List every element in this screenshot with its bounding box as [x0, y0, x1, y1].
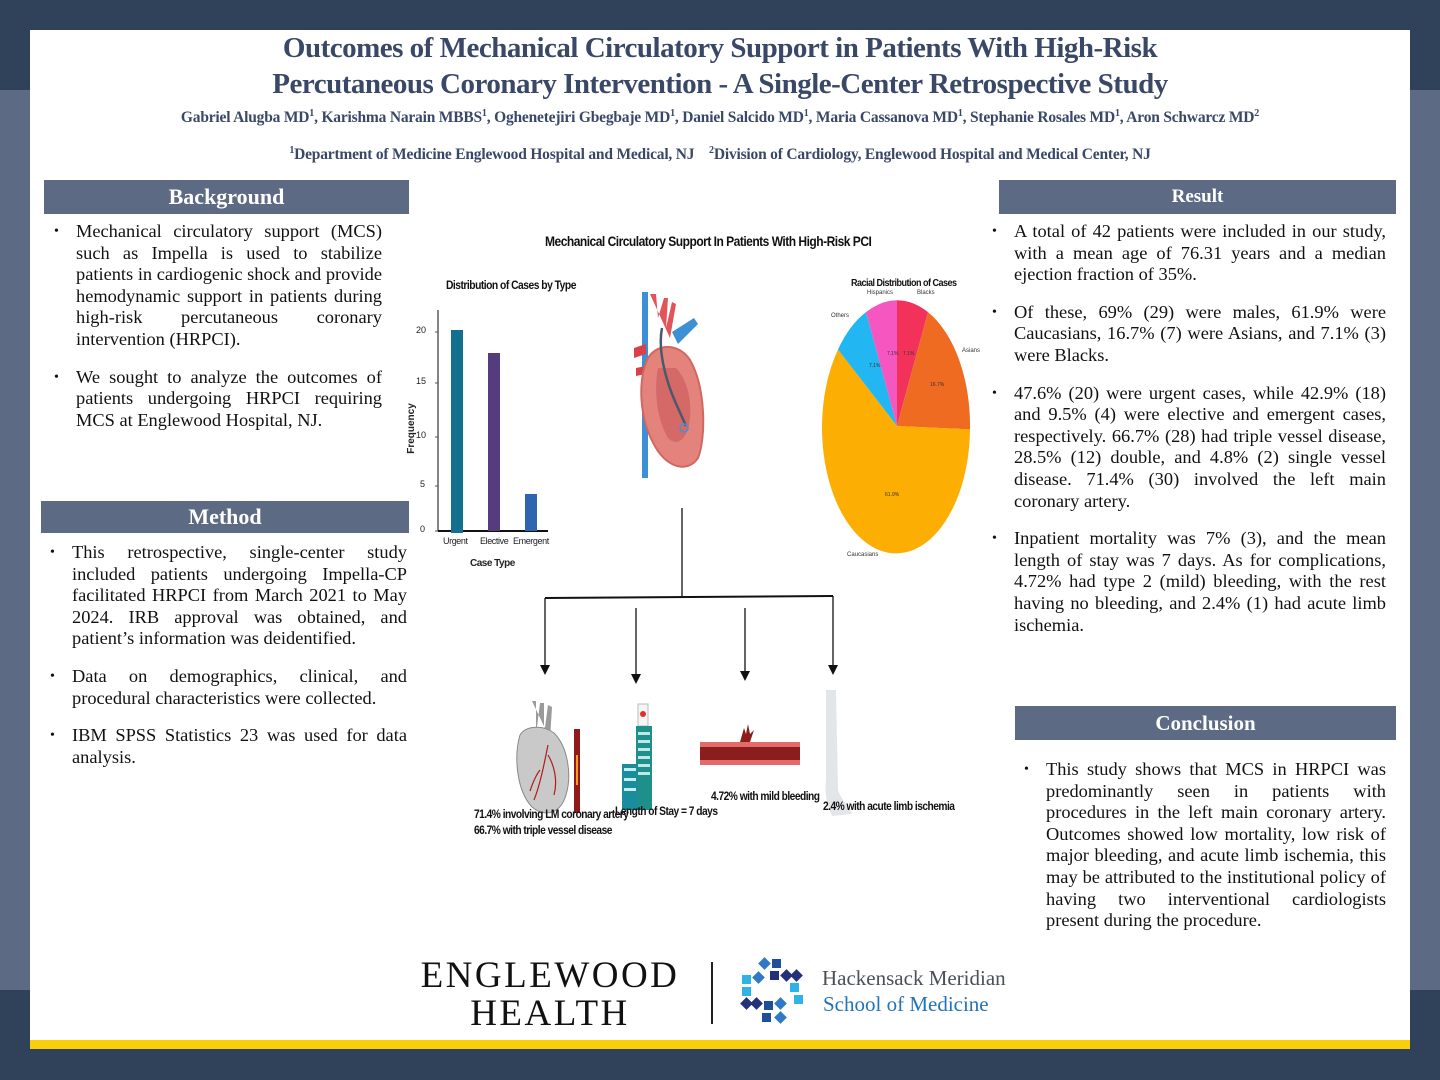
outcome-caption-bleeding: 4.72% with mild bleeding	[711, 789, 820, 803]
affiliation: 1Department of Medicine Englewood Hospit…	[289, 145, 695, 164]
bleeding-vessel-icon	[700, 724, 800, 765]
author: Maria Cassanova MD1	[815, 108, 963, 127]
heart-coronary-icon	[516, 701, 580, 814]
affiliations: 1Department of Medicine Englewood Hospit…	[30, 145, 1410, 164]
y-tick: 20	[416, 325, 427, 335]
result-heading: Result	[999, 180, 1396, 214]
result-section: A total of 42 patients were included in …	[982, 221, 1386, 652]
background-bullet: Mechanical circulatory support (MCS) suc…	[44, 221, 382, 351]
bar-chart: Distribution of Cases by Type 0 5 10 15 …	[405, 278, 577, 578]
leg-icon	[825, 690, 852, 816]
outcome-caption-limb: 2.4% with acute limb ischemia	[823, 799, 955, 813]
pie-chart-title: Racial Distribution of Cases	[851, 277, 957, 289]
x-tick: Urgent	[443, 536, 468, 546]
result-bullet: A total of 42 patients were included in …	[982, 221, 1386, 286]
y-axis-label: Frequency	[405, 403, 417, 454]
author: Aron Schwarcz MD2	[1126, 108, 1260, 127]
author: Oghenetejiri Gbegbaje MD1	[494, 108, 675, 127]
figure-title: Mechanical Circulatory Support In Patien…	[545, 233, 872, 249]
heart-impella-icon	[634, 292, 705, 478]
pie-value-blacks: 7.1%	[903, 351, 915, 357]
bar-chart-plot	[435, 310, 548, 533]
pie-value-asians: 16.7%	[930, 382, 945, 388]
conclusion-bullet: This study shows that MCS in HRPCI was p…	[1014, 759, 1386, 932]
y-tick: 5	[420, 479, 426, 489]
hackensack-meridian-emblem-icon	[740, 957, 803, 1024]
background-heading: Background	[44, 180, 409, 214]
method-heading: Method	[41, 501, 409, 533]
background-bullet: We sought to analyze the outcomes of pat…	[44, 367, 382, 432]
affiliation: 2Division of Cardiology, Englewood Hospi…	[709, 145, 1151, 164]
hackensack-meridian-name: Hackensack Meridian	[822, 966, 1006, 990]
pie-chart-plot	[822, 300, 971, 554]
title-line-2: Percutaneous Coronary Intervention - A S…	[272, 68, 1168, 100]
result-bullet: Inpatient mortality was 7% (3), and the …	[982, 528, 1386, 636]
poster-title: Outcomes of Mechanical Circulatory Suppo…	[30, 30, 1410, 102]
logo-text: HEALTH	[470, 993, 630, 1034]
method-bullet: Data on demographics, clinical, and proc…	[40, 666, 407, 709]
author: Stephanie Rosales MD1	[970, 108, 1120, 127]
gold-accent-bar	[30, 1040, 1410, 1049]
bar-chart-title: Distribution of Cases by Type	[446, 278, 576, 292]
x-tick: Emergent	[513, 536, 549, 546]
author: Karishma Narain MBBS1	[321, 108, 487, 127]
result-bullet: 47.6% (20) were urgent cases, while 42.9…	[982, 383, 1386, 513]
method-section: This retrospective, single-center study …	[40, 542, 407, 784]
pie-chart: Racial Distribution of Cases Blacks Asia…	[815, 275, 985, 565]
logo-divider	[711, 962, 713, 1024]
pie-label-blacks: Blacks	[917, 290, 935, 296]
method-bullet: This retrospective, single-center study …	[40, 542, 407, 650]
pie-value-caucasians: 61.9%	[885, 492, 900, 498]
caption-line: 66.7% with triple vessel disease	[474, 823, 612, 837]
method-bullet: IBM SPSS Statistics 23 was used for data…	[40, 725, 407, 768]
author: Gabriel Alugba MD1	[180, 108, 315, 127]
school-of-medicine-name: School of Medicine	[823, 992, 989, 1016]
x-tick: Elective	[480, 536, 509, 546]
pie-label-asians: Asians	[962, 348, 981, 354]
title-line-1: Outcomes of Mechanical Circulatory Suppo…	[282, 32, 1158, 64]
pie-label-caucasians: Caucasians	[847, 552, 879, 558]
conclusion-section: This study shows that MCS in HRPCI was p…	[1014, 759, 1386, 948]
hospital-icon	[622, 703, 652, 810]
y-tick: 10	[416, 430, 427, 440]
y-tick: 15	[416, 376, 427, 386]
poster: Outcomes of Mechanical Circulatory Suppo…	[30, 30, 1410, 1040]
pie-value-hispanics: 7.1%	[887, 351, 899, 357]
logo-text: ENGLEWOOD	[420, 955, 680, 996]
outcome-caption-stay: Length of Stay = 7 days	[615, 804, 718, 818]
pie-value-others: 7.1%	[869, 363, 881, 369]
pie-label-hispanics: Hispanics	[867, 290, 894, 296]
pie-label-others: Others	[831, 313, 850, 319]
caption-line: 71.4% involving LM coronary artery	[474, 807, 629, 821]
author-list: Gabriel Alugba MD1, Karishma Narain MBBS…	[180, 108, 1260, 127]
author: Daniel Salcido MD1	[682, 108, 809, 127]
background-section: Mechanical circulatory support (MCS) suc…	[44, 221, 382, 447]
conclusion-heading: Conclusion	[1015, 706, 1396, 740]
x-axis-label: Case Type	[470, 558, 515, 569]
y-tick: 0	[420, 524, 426, 534]
flow-connector	[540, 508, 838, 684]
outcome-caption-heart: 71.4% involving LM coronary artery 66.7%…	[474, 806, 629, 838]
result-bullet: Of these, 69% (29) were males, 61.9% wer…	[982, 302, 1386, 367]
englewood-health-logo: ENGLEWOOD HEALTH	[415, 957, 685, 1033]
